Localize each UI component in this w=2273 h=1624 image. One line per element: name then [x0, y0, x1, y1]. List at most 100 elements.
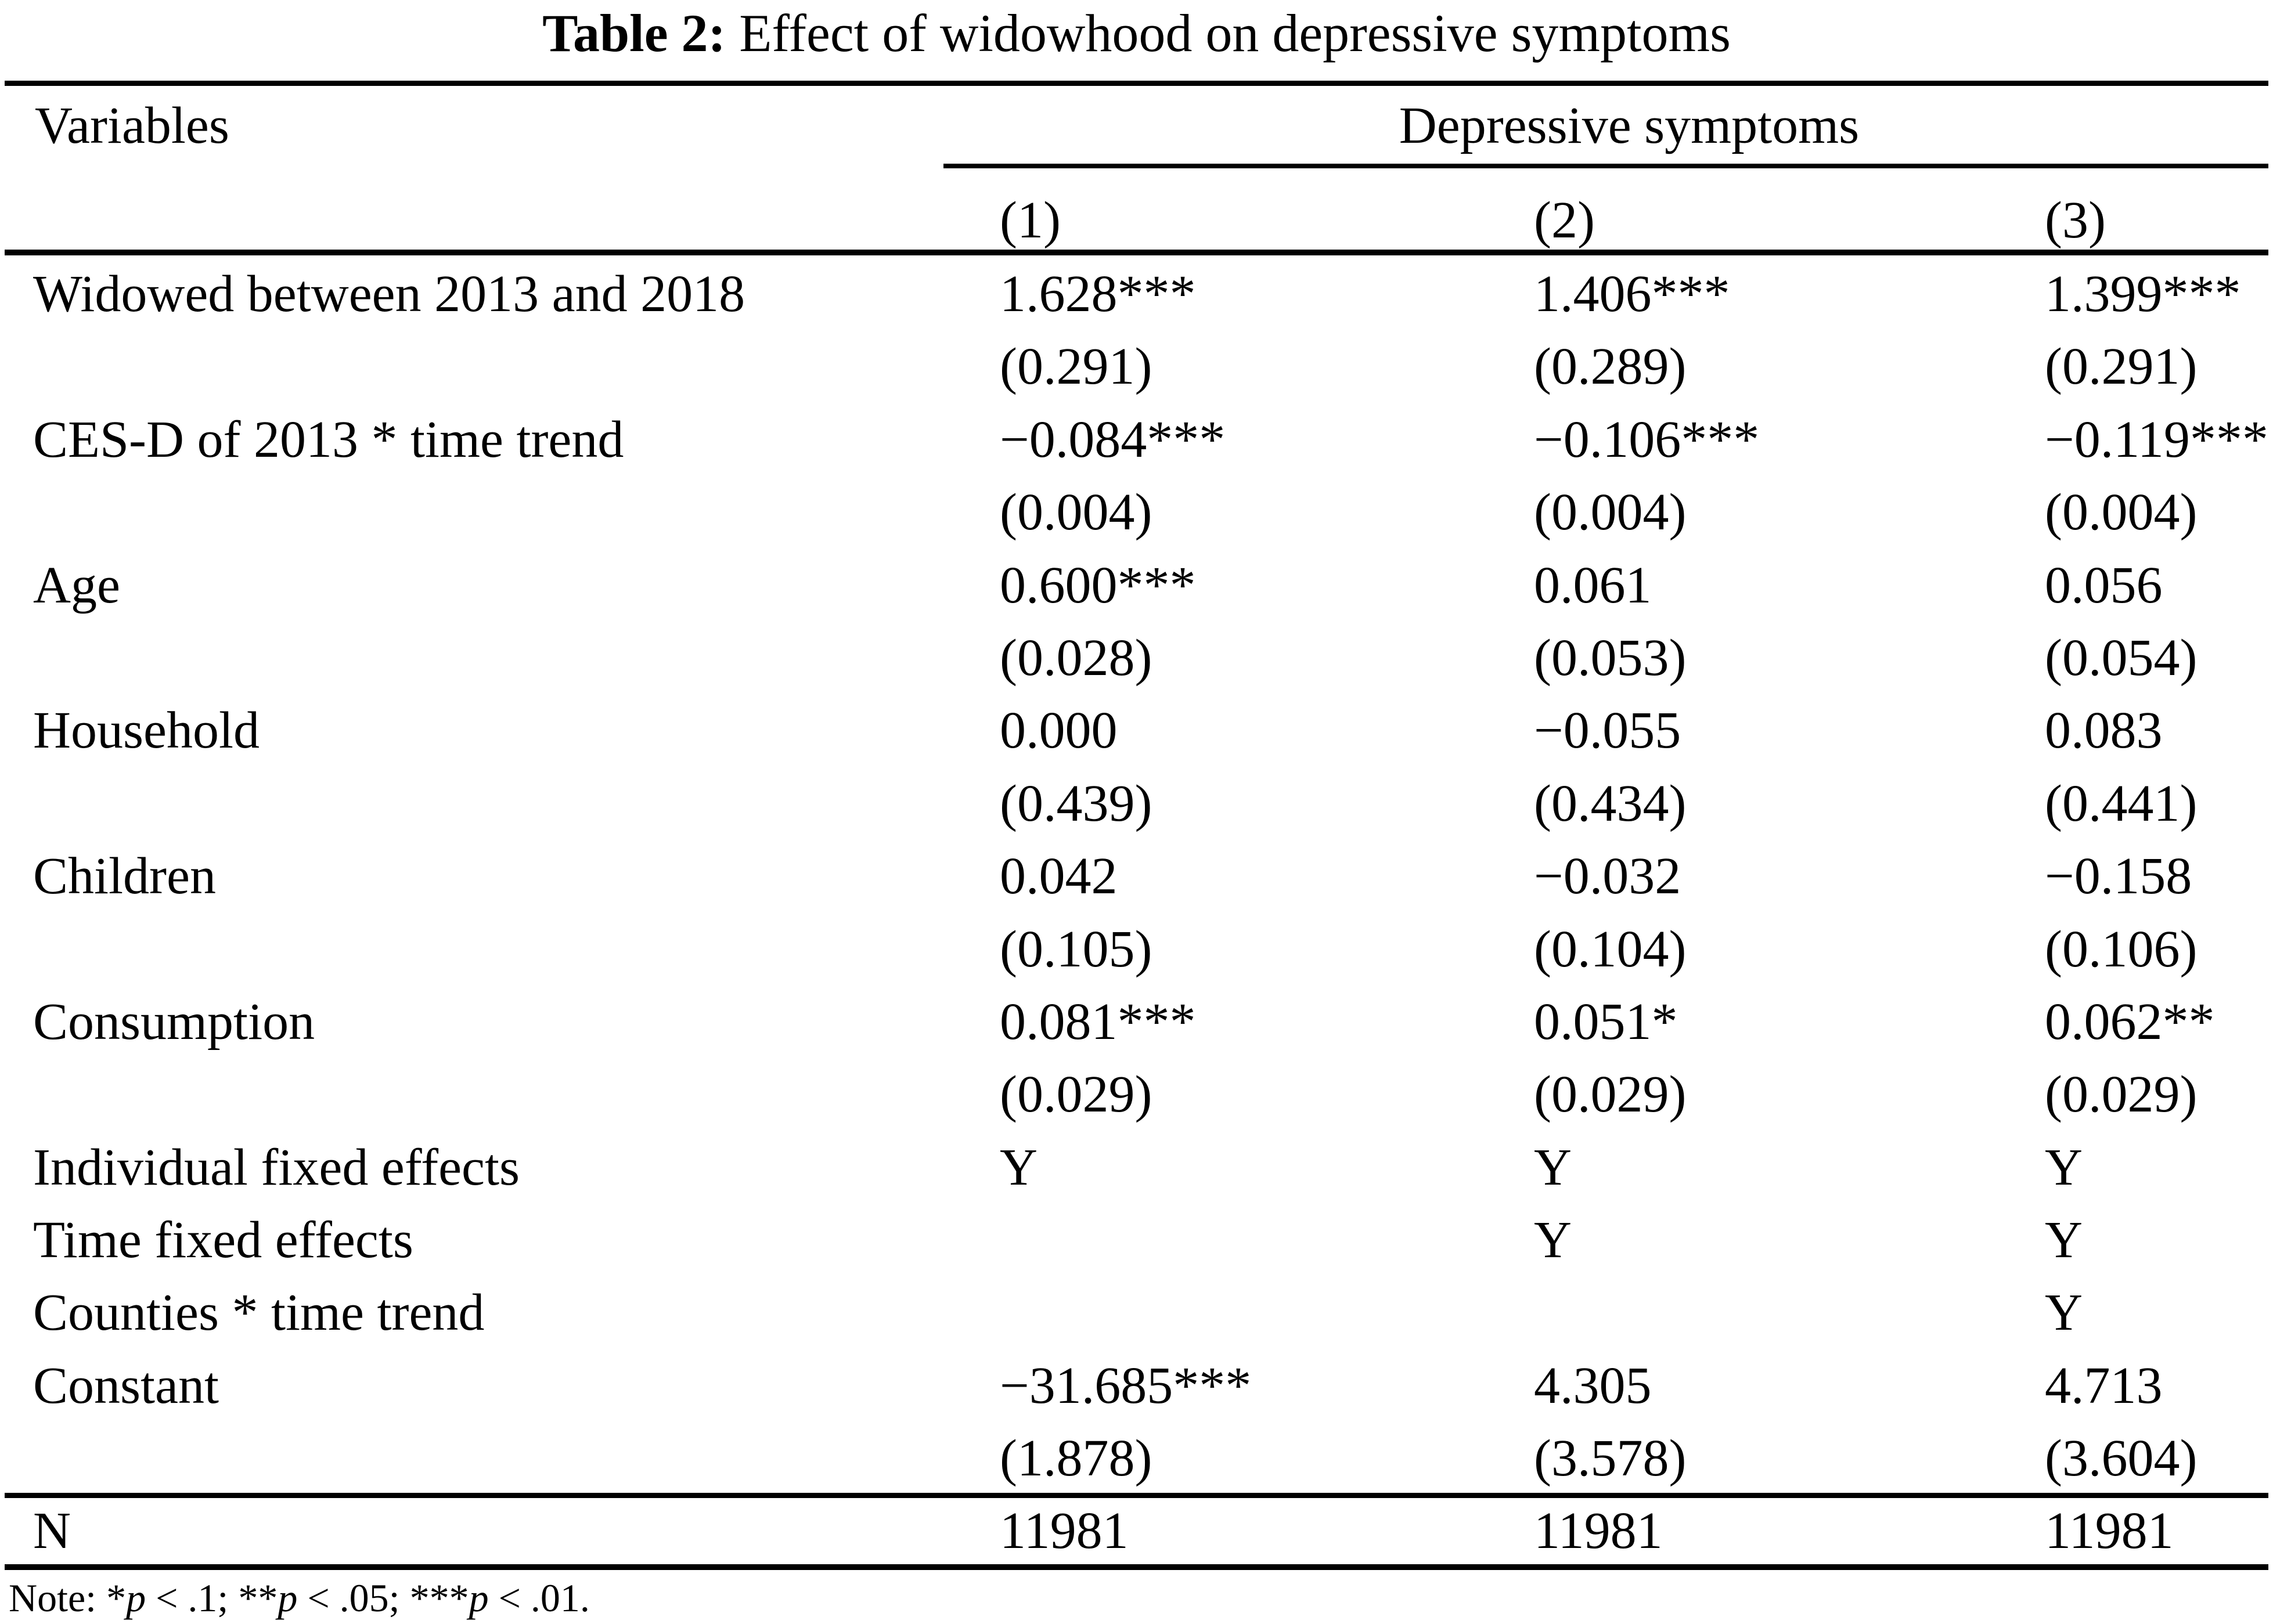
cell-value: (0.106): [2045, 920, 2198, 978]
cell-value: −0.106***: [1534, 410, 1760, 468]
row-label: Constant: [33, 1356, 219, 1414]
header-bottom-rule: [5, 250, 2268, 255]
cell-value: −0.158: [2045, 847, 2192, 905]
table-title-text: Effect of widowhood on depressive sympto…: [726, 3, 1731, 63]
group-header: Depressive symptoms: [1399, 97, 1860, 154]
note-segment: < .1; **: [146, 1576, 278, 1620]
cell-value: 0.062**: [2045, 993, 2215, 1051]
cell-value: 0.051*: [1534, 993, 1678, 1051]
cell-value: 1.399***: [2045, 265, 2241, 323]
table-title: Table 2: Effect of widowhood on depressi…: [0, 1, 2273, 65]
cell-value: (0.004): [2045, 483, 2198, 542]
cell-value: 0.600***: [1000, 556, 1196, 614]
group-header-underline-rule: [943, 164, 2268, 168]
table-row: Children 0.042 −0.032 −0.158: [0, 840, 2273, 912]
table-row: (1.878) (3.578) (3.604): [0, 1422, 2273, 1495]
cell-value: (0.291): [1000, 338, 1152, 396]
cell-value: 1.628***: [1000, 265, 1196, 323]
cell-value: (0.029): [1534, 1066, 1687, 1124]
row-label: Counties * time trend: [33, 1284, 485, 1342]
column-header-2: (2): [1534, 192, 1595, 249]
table-row: Household 0.000 −0.055 0.083: [0, 694, 2273, 767]
row-label: Individual fixed effects: [33, 1138, 520, 1196]
table-row: CES-D of 2013 * time trend −0.084*** −0.…: [0, 403, 2273, 476]
pre-observations-rule: [5, 1493, 2268, 1498]
cell-value: (0.289): [1534, 338, 1687, 396]
table-row: (0.004) (0.004) (0.004): [0, 476, 2273, 548]
table-top-rule: [5, 81, 2268, 86]
cell-value: −0.055: [1534, 702, 1681, 760]
note-p-symbol: p: [126, 1576, 146, 1620]
table-row: (0.105) (0.104) (0.106): [0, 913, 2273, 986]
cell-value: (0.105): [1000, 920, 1152, 978]
cell-value: (0.004): [1000, 483, 1152, 542]
row-label: CES-D of 2013 * time trend: [33, 410, 624, 468]
table-row: Age 0.600*** 0.061 0.056: [0, 549, 2273, 622]
cell-value: −31.685***: [1000, 1356, 1252, 1414]
table-row: Constant −31.685*** 4.305 4.713: [0, 1349, 2273, 1422]
row-label: Household: [33, 702, 260, 760]
table-title-number: Table 2:: [542, 3, 726, 63]
cell-value: (3.604): [2045, 1430, 2198, 1488]
cell-value: (0.053): [1534, 629, 1687, 687]
cell-value: (0.004): [1534, 483, 1687, 542]
cell-value: (0.434): [1534, 774, 1687, 832]
cell-value: 11981: [1534, 1502, 1663, 1560]
cell-value: 0.083: [2045, 702, 2163, 760]
cell-value: 0.061: [1534, 556, 1652, 614]
column-header-1: (1): [1000, 192, 1061, 249]
note-segment: < .05; ***: [297, 1576, 469, 1620]
cell-value: (1.878): [1000, 1430, 1152, 1488]
cell-value: 0.056: [2045, 556, 2163, 614]
table-row: Individual fixed effects Y Y Y: [0, 1131, 2273, 1204]
cell-value: 1.406***: [1534, 265, 1730, 323]
note-p-symbol: p: [469, 1576, 489, 1620]
cell-value: 0.042: [1000, 847, 1118, 905]
table-row: (0.029) (0.029) (0.029): [0, 1058, 2273, 1131]
table-row: Widowed between 2013 and 2018 1.628*** 1…: [0, 258, 2273, 330]
cell-value: (0.291): [2045, 338, 2198, 396]
row-label: Children: [33, 847, 216, 905]
cell-value: 0.000: [1000, 702, 1118, 760]
row-label: Widowed between 2013 and 2018: [33, 265, 745, 323]
cell-value: −0.084***: [1000, 410, 1226, 468]
row-label: N: [33, 1502, 71, 1560]
cell-value: (0.029): [2045, 1066, 2198, 1124]
cell-value: −0.119***: [2045, 410, 2268, 468]
table-row: Time fixed effects Y Y: [0, 1204, 2273, 1276]
table-row: Counties * time trend Y: [0, 1276, 2273, 1349]
table-bottom-rule: [5, 1564, 2268, 1570]
cell-value: Y: [2045, 1138, 2083, 1196]
cell-value: (0.029): [1000, 1066, 1152, 1124]
table-row: (0.028) (0.053) (0.054): [0, 622, 2273, 694]
cell-value: Y: [2045, 1284, 2083, 1342]
table-row: Consumption 0.081*** 0.051* 0.062**: [0, 986, 2273, 1058]
column-header-3: (3): [2045, 192, 2106, 249]
cell-value: (3.578): [1534, 1430, 1687, 1488]
row-label: Age: [33, 556, 120, 614]
cell-value: 11981: [1000, 1502, 1129, 1560]
note-prefix: Note: *: [9, 1576, 127, 1620]
note-p-symbol: p: [278, 1576, 298, 1620]
cell-value: (0.104): [1534, 920, 1687, 978]
cell-value: (0.054): [2045, 629, 2198, 687]
table-note: Note: *p < .1; **p < .05; ***p < .01.: [9, 1575, 590, 1621]
table-row: (0.439) (0.434) (0.441): [0, 767, 2273, 840]
note-segment: < .01.: [488, 1576, 590, 1620]
cell-value: Y: [1534, 1211, 1572, 1269]
table-row: (0.291) (0.289) (0.291): [0, 330, 2273, 403]
cell-value: 4.305: [1534, 1356, 1652, 1414]
cell-value: Y: [1000, 1138, 1038, 1196]
cell-value: 4.713: [2045, 1356, 2163, 1414]
cell-value: (0.441): [2045, 774, 2198, 832]
row-label: Time fixed effects: [33, 1211, 413, 1269]
cell-value: (0.439): [1000, 774, 1152, 832]
row-label: Consumption: [33, 993, 315, 1051]
cell-value: (0.028): [1000, 629, 1152, 687]
variables-header: Variables: [35, 97, 229, 154]
cell-value: −0.032: [1534, 847, 1681, 905]
observations-row: N 11981 11981 11981: [0, 1499, 2273, 1564]
cell-value: Y: [1534, 1138, 1572, 1196]
cell-value: 11981: [2045, 1502, 2174, 1560]
